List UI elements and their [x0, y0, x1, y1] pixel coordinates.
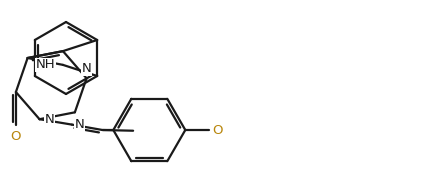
- Text: N: N: [75, 118, 85, 131]
- Text: NH: NH: [35, 58, 55, 71]
- Text: O: O: [212, 123, 223, 137]
- Text: N: N: [82, 62, 91, 75]
- Text: O: O: [10, 130, 21, 143]
- Text: N: N: [44, 113, 54, 126]
